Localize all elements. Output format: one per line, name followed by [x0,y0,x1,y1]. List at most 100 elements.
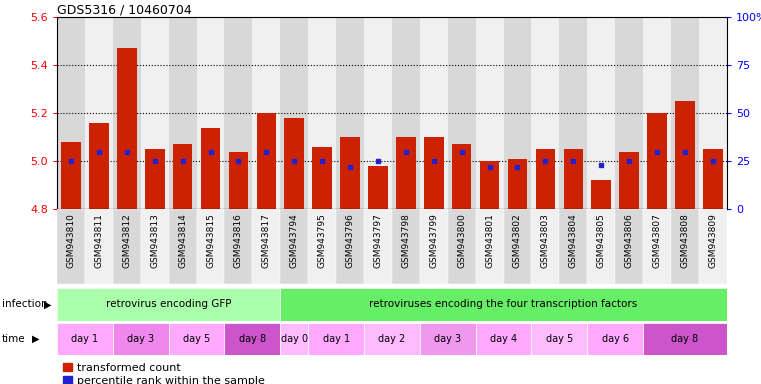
Bar [643,209,671,284]
Text: day 3: day 3 [435,334,461,344]
Bar [308,323,364,355]
Bar [312,147,332,209]
Text: GDS5316 / 10460704: GDS5316 / 10460704 [57,3,192,16]
Text: GSM943810: GSM943810 [66,213,75,268]
Text: GSM943803: GSM943803 [541,213,550,268]
Text: retroviruses encoding the four transcription factors: retroviruses encoding the four transcrip… [369,299,638,310]
Bar [643,323,727,355]
Bar [169,209,196,284]
Bar [228,152,248,209]
Bar [61,142,81,209]
Text: retrovirus encoding GFP: retrovirus encoding GFP [106,299,231,310]
Bar [531,209,559,284]
Bar [57,17,85,209]
Bar [364,209,392,284]
Bar [196,17,224,209]
Text: GSM943805: GSM943805 [597,213,606,268]
Bar [587,209,615,284]
Text: day 2: day 2 [378,334,406,344]
Bar [504,209,531,284]
Bar [559,209,587,284]
Text: day 5: day 5 [183,334,210,344]
Bar [336,209,364,284]
Text: GSM943799: GSM943799 [429,213,438,268]
Bar [364,17,392,209]
Text: day 5: day 5 [546,334,573,344]
Bar [340,137,360,209]
Legend: transformed count, percentile rank within the sample: transformed count, percentile rank withi… [62,362,265,384]
Text: day 6: day 6 [602,334,629,344]
Bar [57,209,85,284]
Bar [285,118,304,209]
Bar [531,323,587,355]
Bar [671,209,699,284]
Bar [141,17,169,209]
Text: infection: infection [2,299,47,310]
Text: day 0: day 0 [281,334,307,344]
Bar [420,323,476,355]
Text: GSM943814: GSM943814 [178,213,187,268]
Bar [476,323,531,355]
Bar [587,323,643,355]
Bar [308,209,336,284]
Bar [476,17,504,209]
Text: GSM943802: GSM943802 [513,213,522,268]
Text: GSM943798: GSM943798 [401,213,410,268]
Bar [587,17,615,209]
Text: GSM943811: GSM943811 [94,213,103,268]
Bar [336,17,364,209]
Bar [476,209,504,284]
Bar [280,288,727,321]
Bar [559,17,587,209]
Bar [675,101,695,209]
Bar [643,17,671,209]
Text: GSM943795: GSM943795 [317,213,326,268]
Bar [173,144,193,209]
Bar [256,113,276,209]
Bar [447,209,476,284]
Bar [615,209,643,284]
Bar [145,149,164,209]
Text: GSM943797: GSM943797 [374,213,383,268]
Bar [703,149,722,209]
Bar [308,17,336,209]
Text: GSM943809: GSM943809 [708,213,718,268]
Text: ▶: ▶ [44,299,52,310]
Bar [85,17,113,209]
Bar [253,17,280,209]
Bar [169,17,196,209]
Text: day 8: day 8 [671,334,699,344]
Bar [647,113,667,209]
Bar [671,17,699,209]
Text: GSM943813: GSM943813 [150,213,159,268]
Bar [117,48,136,209]
Bar [224,323,280,355]
Bar [420,17,447,209]
Bar [89,123,109,209]
Text: GSM943815: GSM943815 [206,213,215,268]
Text: time: time [2,334,25,344]
Text: GSM943817: GSM943817 [262,213,271,268]
Bar [619,152,638,209]
Bar [420,209,447,284]
Bar [113,17,141,209]
Bar [479,161,499,209]
Bar [504,17,531,209]
Bar [169,323,224,355]
Text: GSM943796: GSM943796 [345,213,355,268]
Bar [113,323,169,355]
Text: GSM943800: GSM943800 [457,213,466,268]
Bar [224,17,253,209]
Bar [536,149,555,209]
Bar [57,323,113,355]
Bar [280,323,308,355]
Bar [452,144,471,209]
Text: GSM943816: GSM943816 [234,213,243,268]
Text: day 3: day 3 [127,334,154,344]
Text: ▶: ▶ [32,334,40,344]
Bar [85,209,113,284]
Bar [113,209,141,284]
Text: day 1: day 1 [323,334,349,344]
Bar [424,137,444,209]
Bar [531,17,559,209]
